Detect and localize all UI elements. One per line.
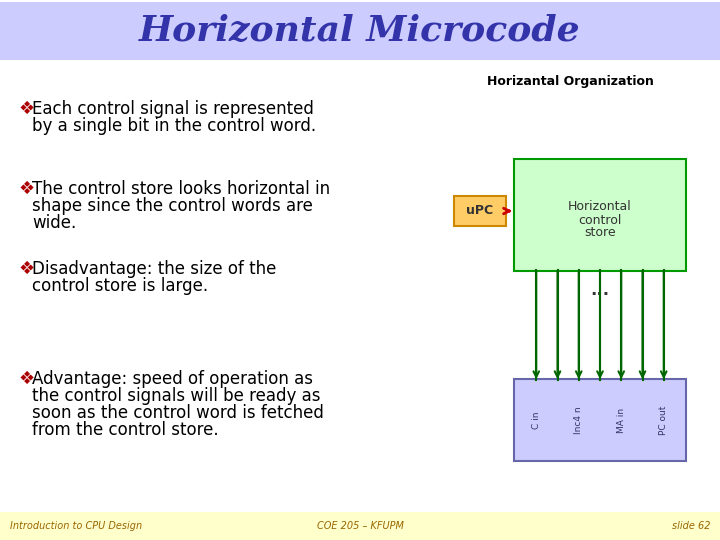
- Text: COE 205 – KFUPM: COE 205 – KFUPM: [317, 521, 403, 531]
- Text: by a single bit in the control word.: by a single bit in the control word.: [32, 117, 316, 135]
- Text: Advantage: speed of operation as: Advantage: speed of operation as: [32, 370, 313, 388]
- FancyBboxPatch shape: [514, 159, 686, 271]
- Text: ❖: ❖: [18, 260, 34, 278]
- Text: Disadvantage: the size of the: Disadvantage: the size of the: [32, 260, 276, 278]
- Text: MA in: MA in: [617, 408, 626, 433]
- FancyBboxPatch shape: [454, 196, 506, 226]
- Text: ...: ...: [590, 281, 610, 299]
- Text: wide.: wide.: [32, 214, 76, 232]
- Text: soon as the control word is fetched: soon as the control word is fetched: [32, 404, 324, 422]
- Text: Horizontal Microcode: Horizontal Microcode: [139, 14, 581, 48]
- Text: Horizontal: Horizontal: [568, 200, 632, 213]
- Text: control: control: [578, 213, 621, 226]
- Text: shape since the control words are: shape since the control words are: [32, 197, 313, 215]
- Text: Introduction to CPU Design: Introduction to CPU Design: [10, 521, 142, 531]
- Text: Horizantal Organization: Horizantal Organization: [487, 76, 654, 89]
- Text: ❖: ❖: [18, 370, 34, 388]
- Text: Inc4 n: Inc4 n: [575, 406, 583, 434]
- Text: control store is large.: control store is large.: [32, 277, 208, 295]
- Text: Each control signal is represented: Each control signal is represented: [32, 100, 314, 118]
- FancyBboxPatch shape: [0, 2, 720, 60]
- FancyBboxPatch shape: [0, 512, 720, 540]
- Text: slide 62: slide 62: [672, 521, 710, 531]
- Text: uPC: uPC: [467, 205, 494, 218]
- Text: from the control store.: from the control store.: [32, 421, 219, 439]
- Text: C in: C in: [532, 411, 541, 429]
- Text: ❖: ❖: [18, 180, 34, 198]
- Text: ❖: ❖: [18, 100, 34, 118]
- Text: the control signals will be ready as: the control signals will be ready as: [32, 387, 320, 405]
- Text: PC out: PC out: [660, 406, 668, 435]
- Text: The control store looks horizontal in: The control store looks horizontal in: [32, 180, 330, 198]
- Text: store: store: [584, 226, 616, 240]
- FancyBboxPatch shape: [514, 379, 686, 461]
